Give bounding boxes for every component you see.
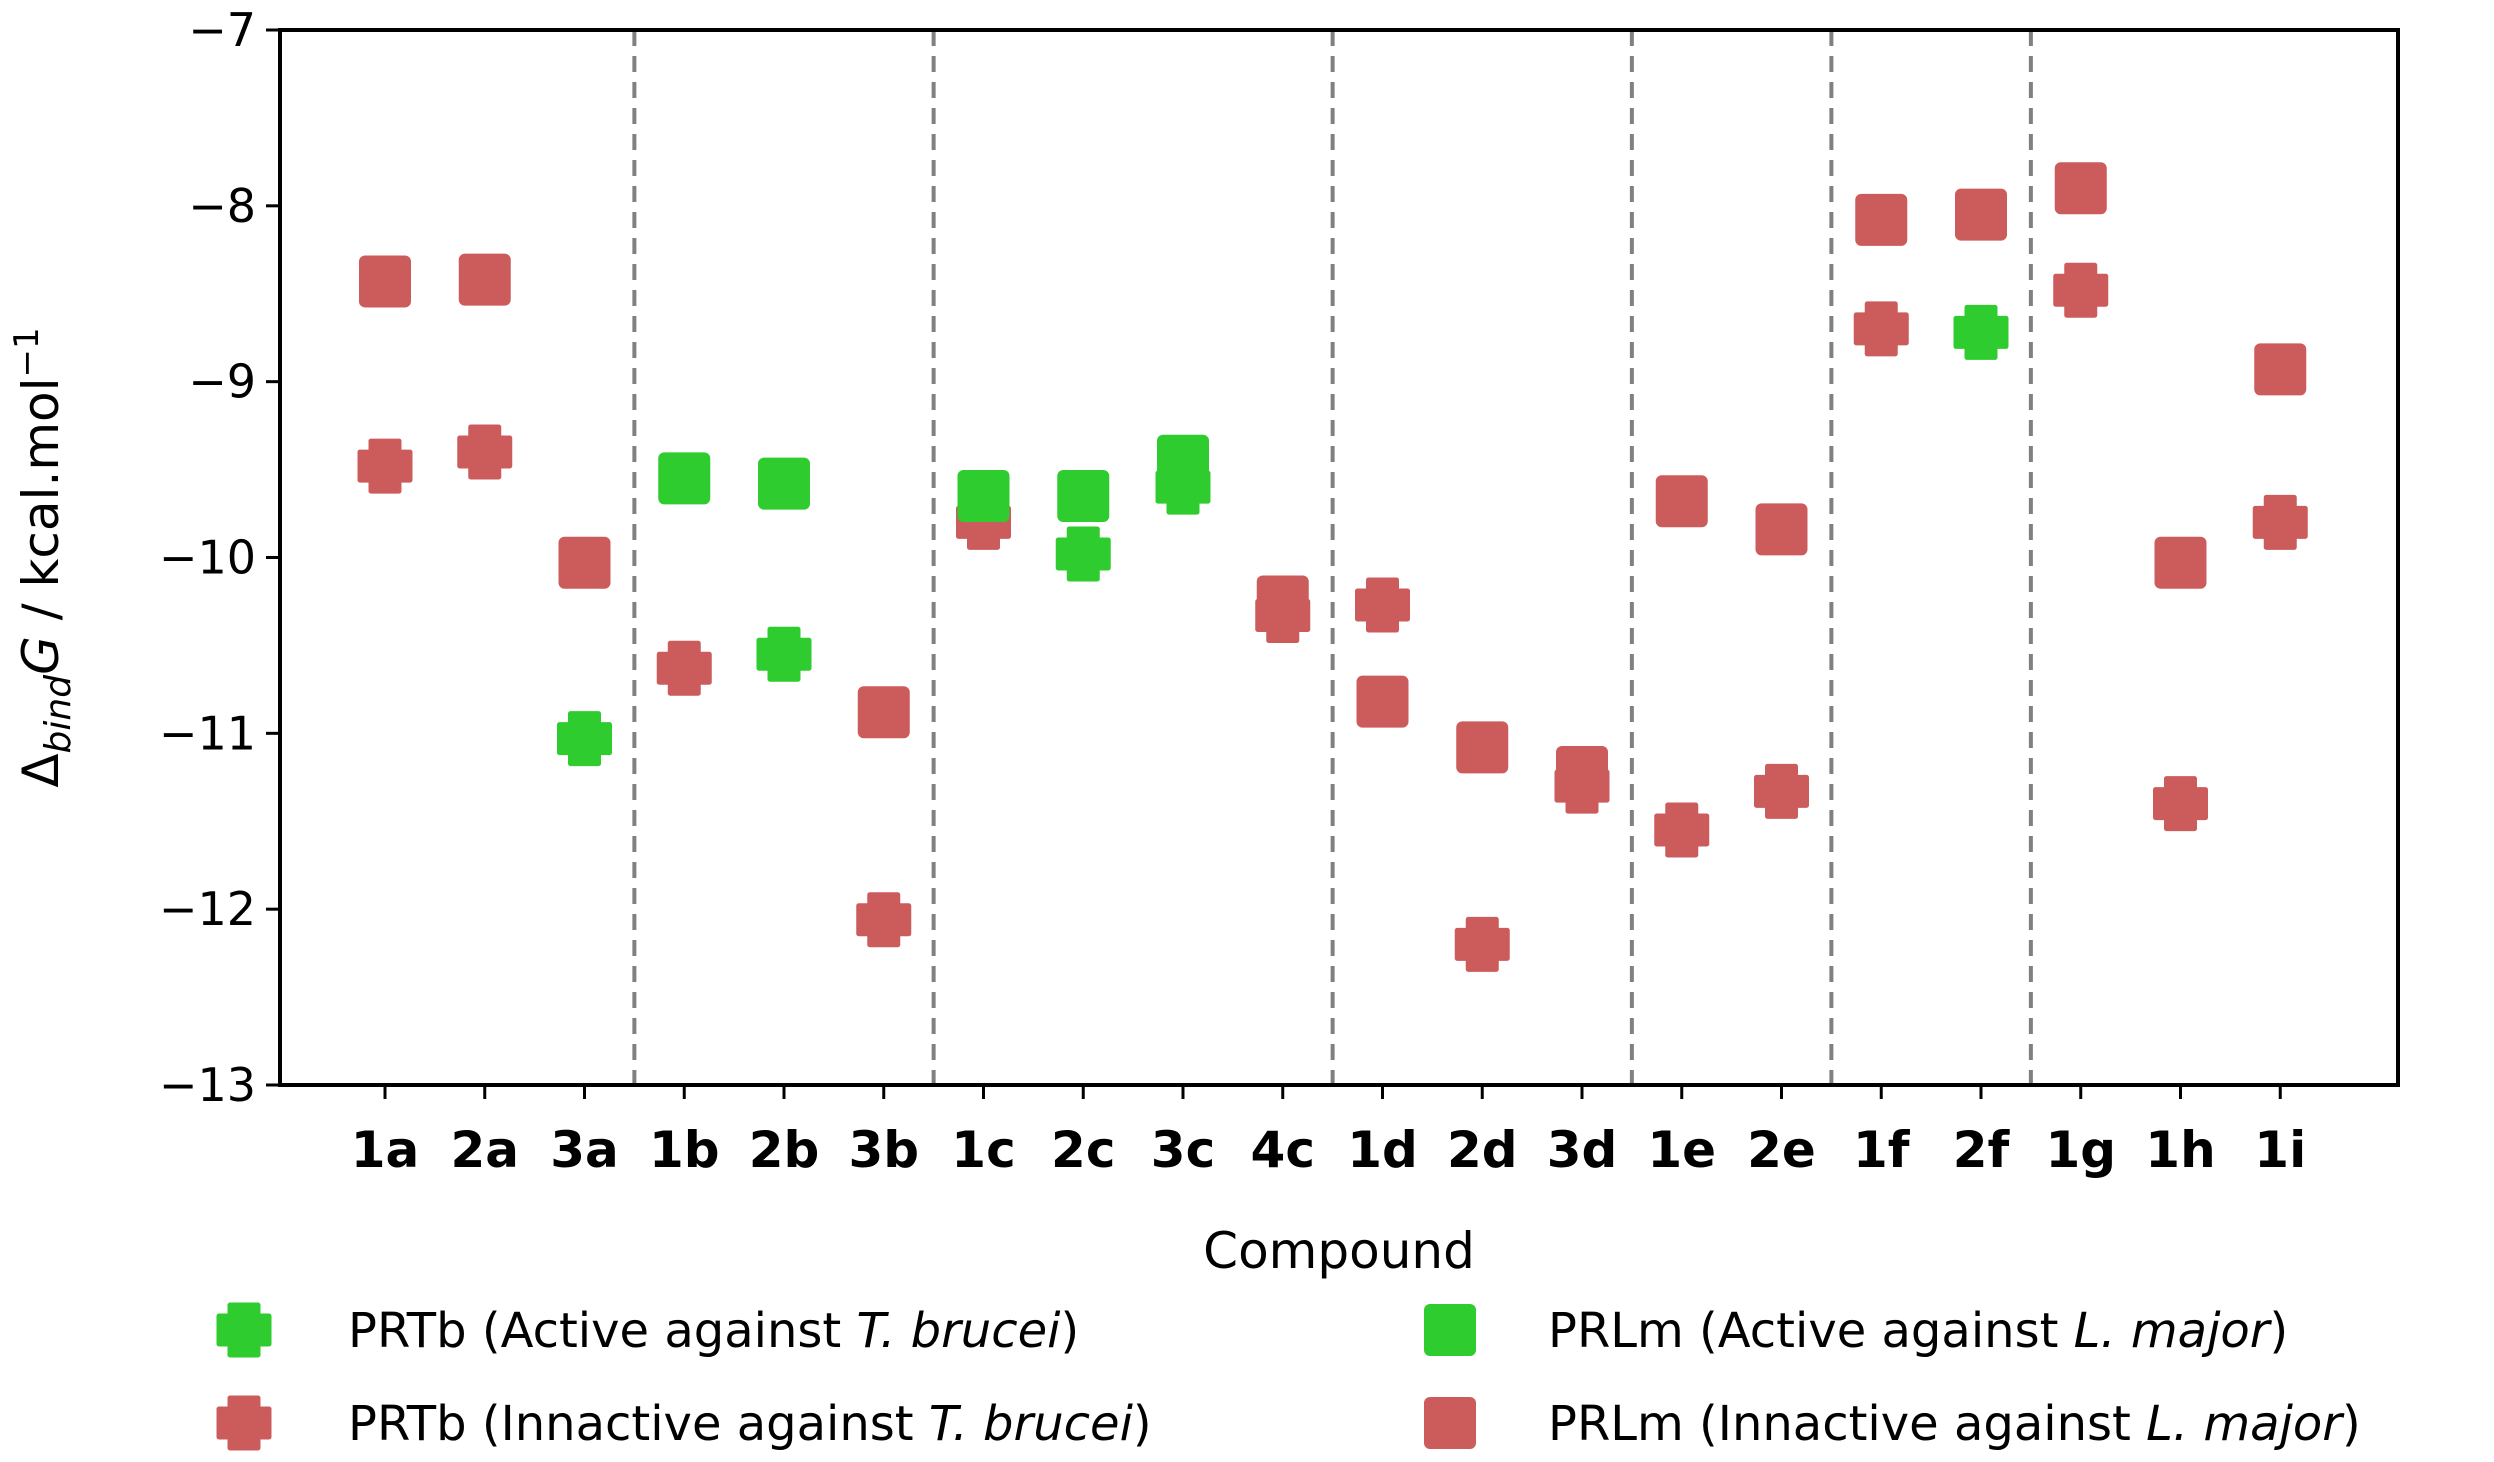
x-tick-label-2c: 2c: [1051, 1121, 1115, 1179]
y-axis-ticks: −7 −8 −9 −10 −11 −12 −13: [159, 3, 280, 1112]
y-label-unit: / kcal.mol: [12, 377, 70, 636]
legend-marker-3: [1424, 1397, 1476, 1449]
y-tick-label: −13: [159, 1058, 256, 1112]
legend-label-species: L. major: [2146, 1396, 2345, 1452]
prtb-point-1a: [357, 438, 413, 494]
legend-label-2: PRTb (Innactive against T. brucei): [348, 1396, 1152, 1452]
prlm-point-3d: [1556, 746, 1608, 799]
legend-label-suffix: ): [1060, 1303, 1079, 1359]
prtb-point-2b: [756, 626, 812, 682]
legend-label-prefix: PRTb (Active against: [348, 1303, 856, 1359]
prlm-point-4c: [1256, 575, 1309, 628]
legend-label-species: T. brucei: [856, 1303, 1061, 1359]
prlm-point-1b: [658, 452, 711, 505]
x-tick-label-1a: 1a: [351, 1121, 420, 1179]
y-label-symbol: Δ: [12, 753, 70, 787]
prlm-point-1h: [2154, 536, 2207, 589]
legend-marker-2: [216, 1395, 272, 1451]
prlm-point-2f: [1955, 188, 2007, 241]
prlm-point-2e: [1755, 503, 1808, 556]
y-axis-label: ΔbindG / kcal.mol−1: [7, 327, 79, 787]
legend: PRTb (Active against T. brucei) PRLm (Act…: [216, 1302, 2361, 1452]
x-tick-label-3b: 3b: [848, 1121, 919, 1179]
x-tick-label-2d: 2d: [1447, 1121, 1518, 1179]
prlm-point-1a: [359, 255, 411, 308]
prtb-point-1d: [1355, 577, 1410, 633]
y-tick-label: −12: [159, 882, 256, 936]
legend-label-suffix: ): [2342, 1396, 2361, 1452]
legend-label-suffix: ): [1133, 1396, 1152, 1452]
legend-label-0: PRTb (Active against T. brucei): [348, 1303, 1079, 1359]
legend-label-3: PRLm (Innactive against L. major): [1548, 1396, 2361, 1452]
prlm-point-1d: [1356, 675, 1409, 728]
legend-label-prefix: PRLm (Active against: [1548, 1303, 2074, 1359]
prlm-point-3a: [558, 536, 611, 589]
y-tick-label: −8: [188, 179, 256, 233]
legend-marker-0: [216, 1302, 272, 1358]
legend-label-species: T. brucei: [929, 1396, 1134, 1452]
prtb-point-1h: [2153, 776, 2208, 832]
prlm-point-1f: [1855, 193, 1908, 246]
prlm-point-2c: [1057, 469, 1110, 522]
prtb-point-2c: [1055, 526, 1111, 582]
x-tick-label-2a: 2a: [450, 1121, 519, 1179]
prlm-point-2a: [458, 253, 511, 306]
x-tick-label-2e: 2e: [1747, 1121, 1816, 1179]
prtb-point-3a: [557, 711, 612, 767]
prtb-point-2a: [457, 424, 513, 480]
x-tick-label-1e: 1e: [1647, 1121, 1716, 1179]
prlm-point-1c: [957, 469, 1010, 522]
legend-label-prefix: PRLm (Innactive against: [1548, 1396, 2146, 1452]
x-axis-ticks: 1a 2a 3a 1b 2b 3b 1c 2c 3c 4c 1d 2d 3d 1e 2e 1f 2f 1g 1h 1i: [351, 1085, 2306, 1179]
prtb-point-2e: [1754, 763, 1809, 819]
y-label-superscript: −1: [7, 327, 47, 377]
y-tick-label: −7: [188, 3, 256, 57]
prlm-point-2b: [758, 457, 810, 510]
prlm-point-2d: [1456, 721, 1509, 774]
x-tick-label-1d: 1d: [1347, 1121, 1418, 1179]
x-tick-label-2b: 2b: [749, 1121, 820, 1179]
legend-label-1: PRLm (Active against L. major): [1548, 1303, 2288, 1359]
legend-marker-1: [1424, 1304, 1476, 1356]
legend-label-suffix: ): [2270, 1303, 2289, 1359]
separator-layer: [632, 30, 2033, 1085]
x-tick-label-3c: 3c: [1151, 1121, 1215, 1179]
prtb-point-1g: [2053, 262, 2109, 318]
prtb-point-1f: [1853, 301, 1909, 357]
prtb-point-1b: [656, 640, 712, 696]
prlm-point-1g: [2054, 162, 2107, 215]
x-tick-label-3a: 3a: [550, 1121, 619, 1179]
prlm-point-3b: [857, 686, 910, 739]
prlm-point-1e: [1655, 475, 1708, 528]
data-marks: [357, 162, 2308, 972]
x-tick-label-3d: 3d: [1547, 1121, 1618, 1179]
x-tick-label-1g: 1g: [2045, 1121, 2116, 1179]
y-label-variable: G: [12, 636, 70, 675]
prtb-point-2d: [1454, 916, 1510, 972]
x-tick-label-1b: 1b: [649, 1121, 720, 1179]
y-tick-label: −11: [159, 706, 256, 760]
y-tick-label: −10: [159, 531, 256, 585]
y-label-subscript: bind: [38, 674, 79, 754]
prlm-point-3c: [1157, 434, 1209, 487]
x-tick-label-1c: 1c: [951, 1121, 1015, 1179]
x-tick-label-2f: 2f: [1953, 1121, 2011, 1179]
legend-label-species: L. major: [2074, 1303, 2273, 1359]
x-tick-label-1f: 1f: [1853, 1121, 1911, 1179]
y-tick-label: −9: [188, 355, 256, 409]
prtb-point-3b: [856, 892, 912, 948]
legend-label-prefix: PRTb (Innactive against: [348, 1396, 929, 1452]
prtb-point-2f: [1953, 304, 2009, 360]
prtb-point-1e: [1654, 802, 1710, 858]
prtb-point-1i: [2252, 494, 2308, 550]
prlm-point-1i: [2254, 343, 2307, 396]
x-tick-label-4c: 4c: [1251, 1121, 1315, 1179]
x-tick-label-1h: 1h: [2145, 1121, 2215, 1179]
x-axis-label: Compound: [1203, 1222, 1475, 1280]
x-tick-label-1i: 1i: [2254, 1121, 2306, 1179]
